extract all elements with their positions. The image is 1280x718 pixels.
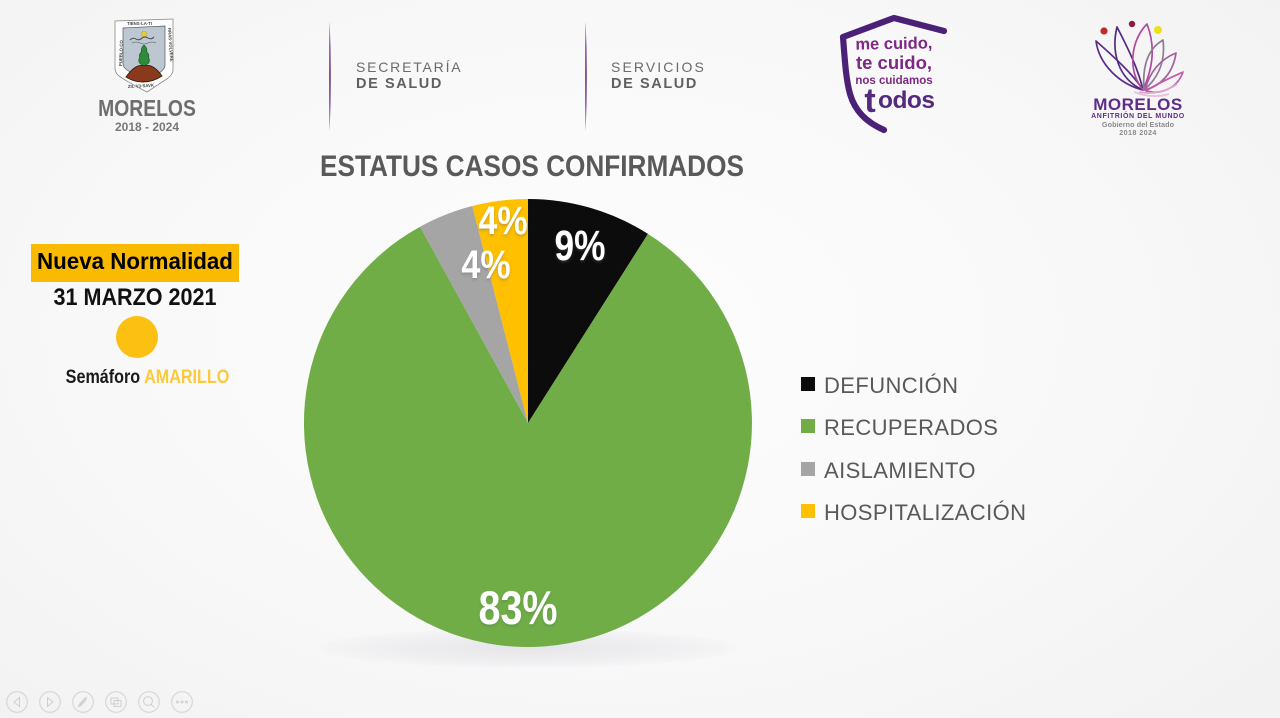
svg-text:te cuido,: te cuido, [856, 52, 932, 73]
svg-text:RRAS·VOLVERE: RRAS·VOLVERE [167, 28, 174, 62]
svg-text:odos: odos [878, 87, 935, 114]
svg-text:2018 2024: 2018 2024 [1119, 128, 1157, 137]
svg-text:ANFITRIÓN DEL MUNDO: ANFITRIÓN DEL MUNDO [1091, 111, 1185, 120]
svg-text:t: t [864, 82, 875, 120]
svg-text:ZIL·V3·SAVK: ZIL·V3·SAVK [128, 83, 155, 89]
svg-text:nos cuidamos: nos cuidamos [855, 75, 932, 87]
svg-text:Gobierno del Estado: Gobierno del Estado [1102, 120, 1175, 129]
svg-text:PUEBLO·CO: PUEBLO·CO [118, 40, 124, 67]
svg-text:TIENS·LA·TI: TIENS·LA·TI [127, 21, 152, 26]
svg-text:me cuido,: me cuido, [855, 34, 932, 53]
svg-text:MORELOS: MORELOS [1093, 95, 1182, 114]
